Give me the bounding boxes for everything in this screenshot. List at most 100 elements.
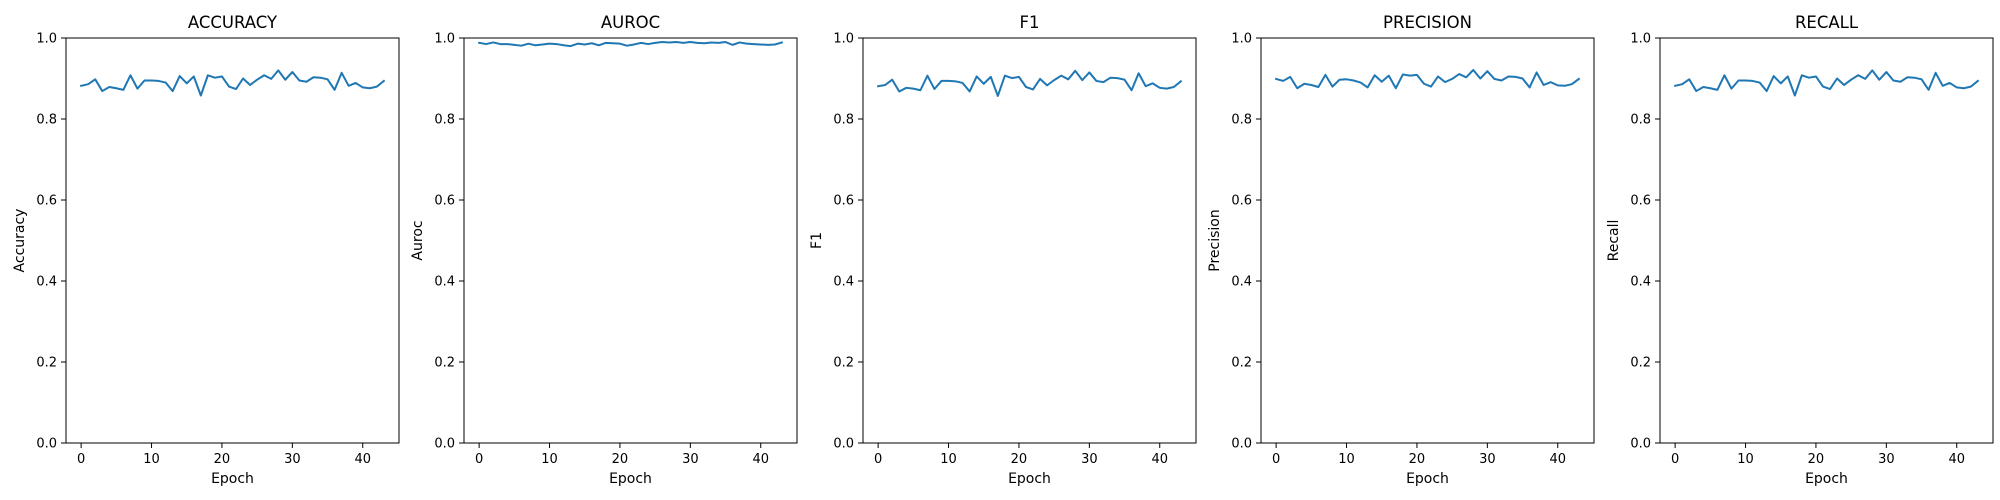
y-tick-label: 0.2 [833,356,854,371]
panel-auroc: AUROC 0 10 20 30 40 0.0 0.2 0.4 0.6 0.8 1.0 Epoch Aur… [410,13,798,487]
data-point [919,89,921,91]
x-tick-label: 30 [682,452,699,467]
data-point [1117,77,1119,79]
x-tick-label: 20 [1409,452,1426,467]
y-tick-label: 0.4 [1231,275,1252,290]
data-point [598,44,600,46]
data-point [193,75,195,77]
y-tick-label: 0.4 [434,275,455,290]
data-point [1752,80,1754,82]
data-point [1942,85,1944,87]
data-point [1864,78,1866,80]
y-axis-label: Accuracy [12,209,28,273]
data-point [1465,76,1467,78]
data-point [912,88,914,90]
data-point [1018,76,1020,78]
y-axis-label: Precision [1207,209,1223,271]
data-point [941,80,943,82]
data-point [228,86,230,88]
data-point [633,43,635,45]
data-point [1067,78,1069,80]
panel-f1: F1 0 10 20 30 40 0.0 0.2 0.4 0.6 0.8 1.0 Epoch F1 [809,13,1197,487]
x-tick-label: 20 [612,452,629,467]
y-tick-label: 0.0 [1231,437,1252,452]
series-line [1673,69,1980,97]
data-point [492,41,494,43]
data-point [1522,78,1524,80]
data-point [584,43,586,45]
data-point [1081,79,1083,81]
data-point [312,76,314,78]
data-point [362,86,364,88]
data-point [591,42,593,44]
data-point [1145,85,1147,87]
panel-title: AUROC [601,13,660,32]
y-tick-label: 0.4 [833,275,854,290]
y-tick-label: 1.0 [833,32,854,47]
y-tick-label: 0.4 [36,275,57,290]
data-point [1353,80,1355,82]
y-tick-label: 0.8 [1630,113,1651,128]
panel-title: RECALL [1795,13,1859,32]
x-tick-label: 40 [1151,452,1168,467]
data-point [1829,88,1831,90]
data-point [1004,75,1006,77]
data-point [1914,77,1916,79]
data-point [1159,87,1161,89]
data-point [1949,82,1951,84]
y-tick-label: 0.6 [434,194,455,209]
data-point [179,75,181,77]
x-tick-label: 30 [1081,452,1098,467]
data-point [1815,75,1817,77]
data-point [1472,69,1474,71]
data-point [1102,81,1104,83]
y-tick-label: 1.0 [36,32,57,47]
data-point [270,78,272,80]
series-line [79,69,386,97]
data-point [207,74,209,76]
data-point [1367,86,1369,88]
y-tick-label: 0.6 [1630,194,1651,209]
y-tick-label: 0.8 [1231,113,1252,128]
data-point [640,42,642,44]
data-point [577,43,579,45]
data-point [1173,86,1175,88]
x-tick-label: 0 [77,452,85,467]
data-point [969,90,971,92]
panel-title: F1 [1020,13,1040,32]
data-point [1486,70,1488,72]
data-point [1773,75,1775,77]
data-point [1836,78,1838,80]
data-point [760,43,762,45]
data-point [1702,86,1704,88]
data-point [1409,75,1411,77]
y-tick-label: 0.6 [833,194,854,209]
data-point [990,76,992,78]
data-point [235,88,237,90]
y-tick-label: 0.2 [434,356,455,371]
x-tick-label: 10 [143,452,160,467]
data-point [1970,86,1972,88]
axes-frame [65,37,400,444]
data-point [710,41,712,43]
data-point [905,87,907,89]
data-point [725,41,727,43]
data-point [108,86,110,88]
data-point [955,80,957,82]
data-point [1032,88,1034,90]
y-tick-label: 0.6 [1231,194,1252,209]
data-point [1423,83,1425,85]
data-point [1500,80,1502,82]
data-point [1360,82,1362,84]
data-point [1543,84,1545,86]
x-tick-label: 30 [284,452,301,467]
data-point [186,82,188,84]
panel-title: ACCURACY [188,13,278,32]
x-tick-label: 0 [1671,452,1679,467]
x-tick-label: 0 [475,452,483,467]
y-tick-label: 0.2 [1231,356,1252,371]
data-point [612,42,614,44]
data-point [1180,80,1182,82]
data-point [605,42,607,44]
